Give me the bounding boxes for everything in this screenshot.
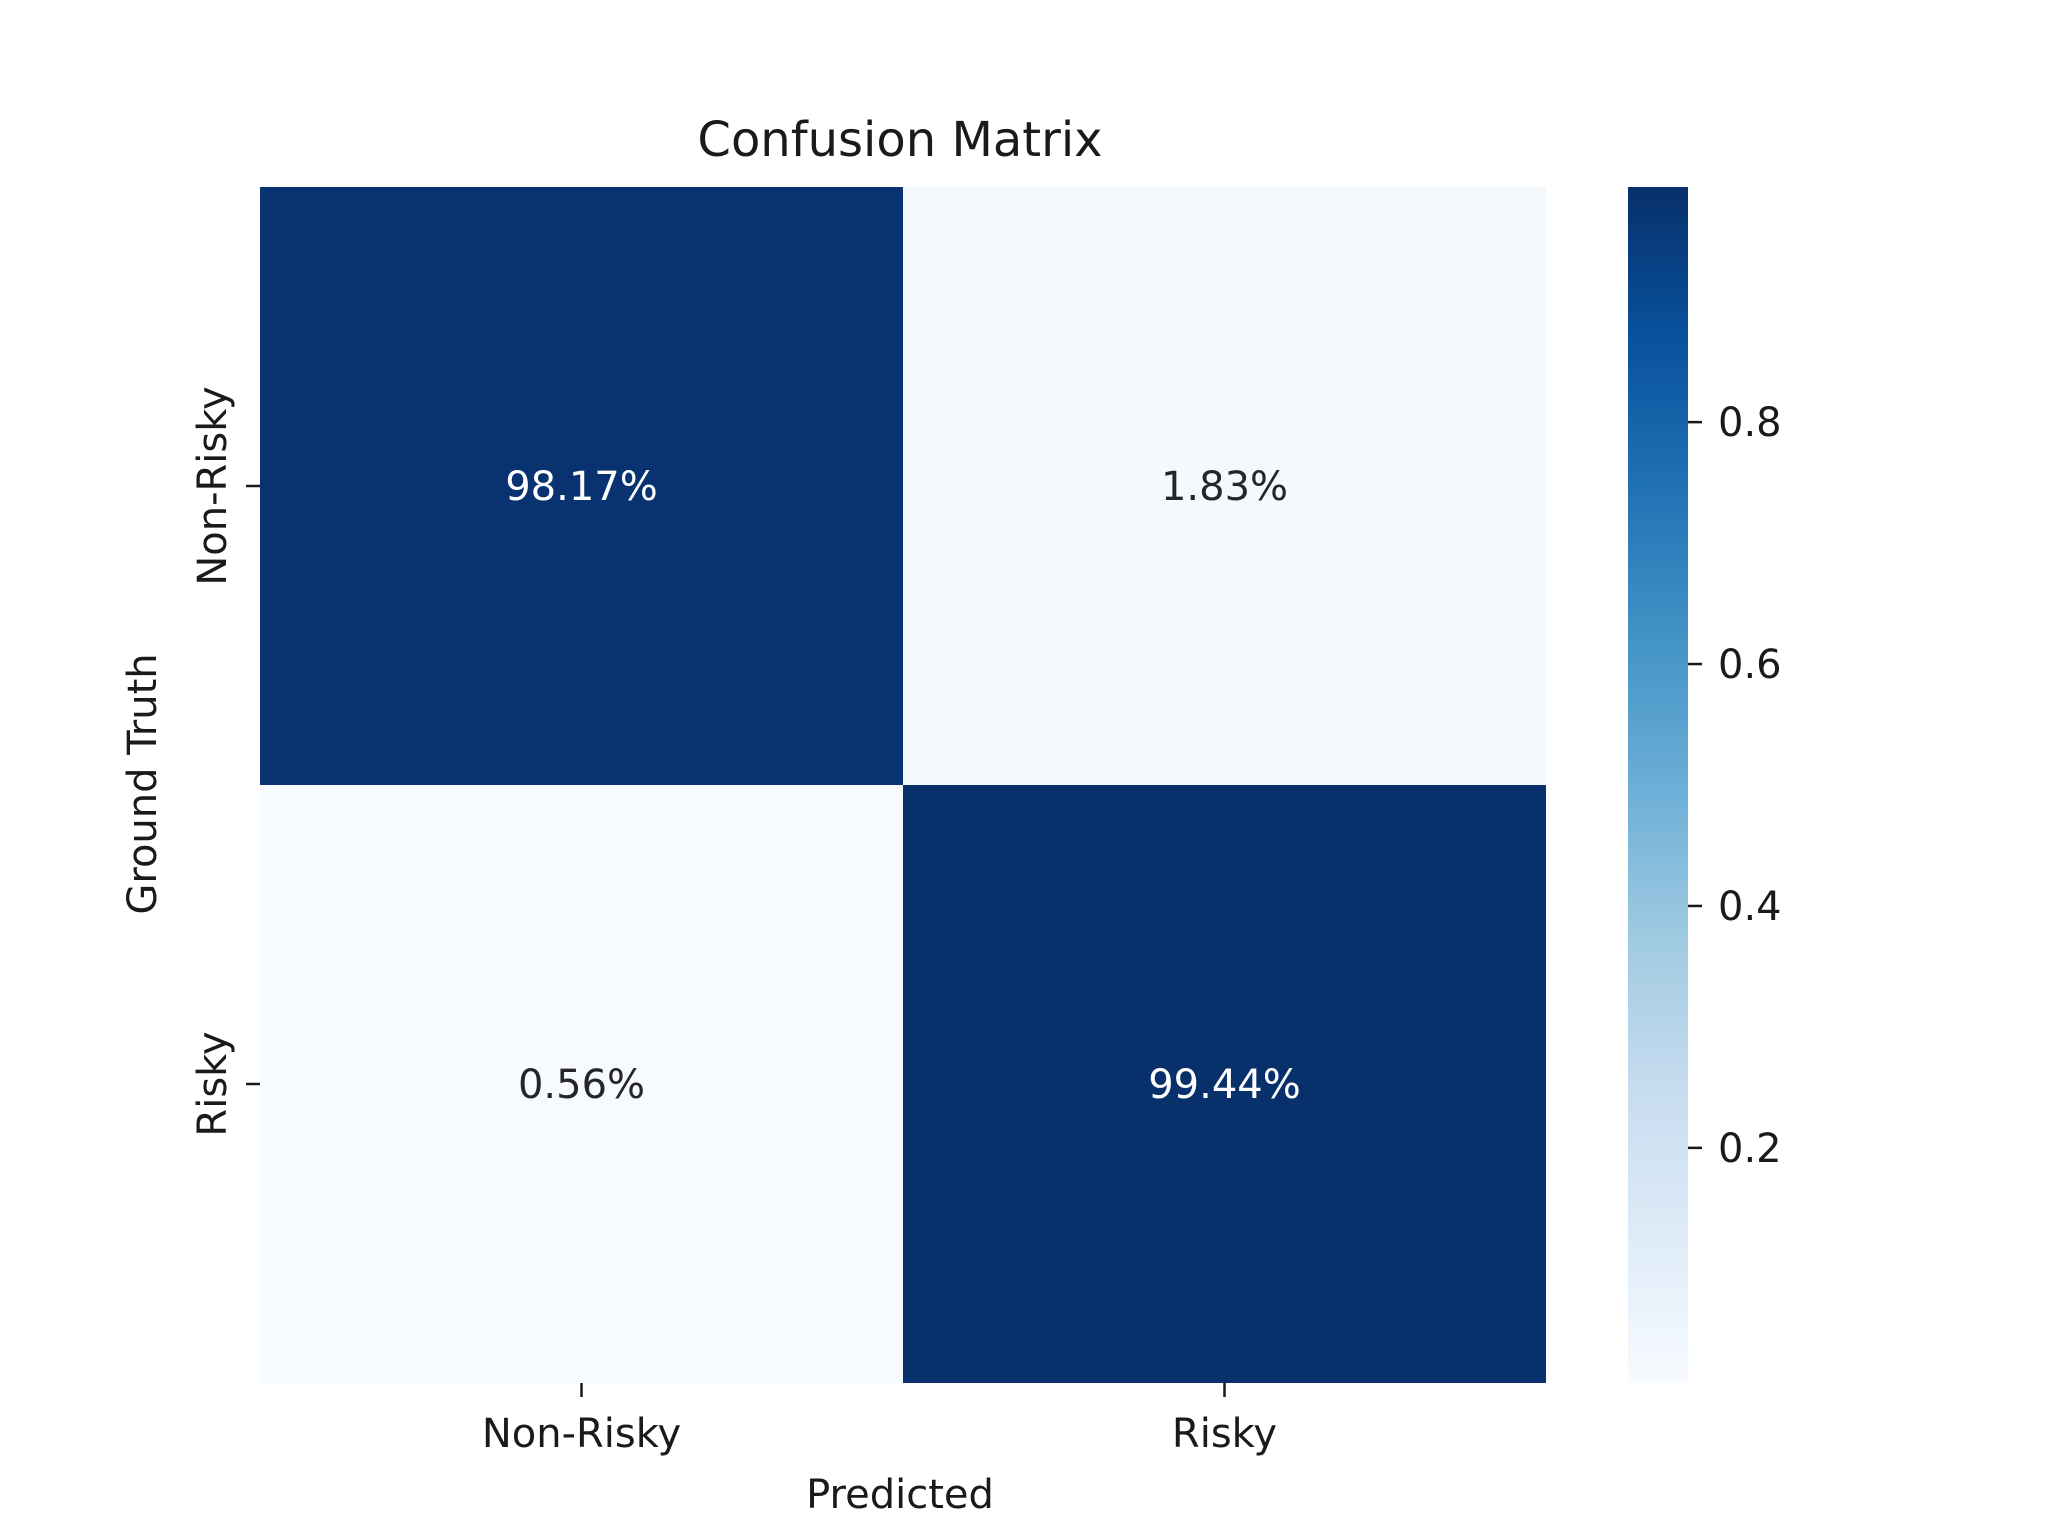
heatmap-cell-r1-c0 [260, 785, 903, 1383]
cell-value-label-r0-c0: 98.17% [505, 464, 658, 510]
colorbar-tick-label: 0.4 [1718, 884, 1782, 930]
y-tick-label: Non-Risky [190, 386, 236, 585]
x-axis-ticks: Non-Risky Risky [482, 1383, 1277, 1457]
colorbar-tick-label: 0.2 [1718, 1126, 1782, 1172]
cell-value-label-r0-c1: 1.83% [1161, 464, 1288, 510]
cell-value-label-r1-c0: 0.56% [518, 1062, 645, 1108]
y-axis-label: Ground Truth [120, 653, 166, 914]
heatmap-cells [260, 187, 1546, 1383]
colorbar-tick-label: 0.8 [1718, 400, 1782, 446]
x-axis-label: Predicted [806, 1472, 994, 1518]
y-tick-label: Risky [190, 1031, 236, 1136]
heatmap-cell-r1-c1 [903, 785, 1546, 1383]
chart-title: Confusion Matrix [697, 112, 1102, 168]
x-tick-label: Non-Risky [482, 1411, 681, 1457]
heatmap-cell-labels: 98.17% 1.83% 0.56% 99.44% [505, 464, 1301, 1108]
cell-value-label-r1-c1: 99.44% [1148, 1062, 1301, 1108]
colorbar-ticks: 0.2 0.4 0.6 0.8 [1688, 400, 1782, 1172]
y-axis-ticks: Non-Risky Risky [190, 386, 260, 1137]
colorbar-tick-label: 0.6 [1718, 642, 1782, 688]
heatmap-cell-r0-c0 [260, 187, 903, 785]
heatmap-cell-r0-c1 [903, 187, 1546, 785]
colorbar [1628, 187, 1688, 1383]
x-tick-label: Risky [1172, 1411, 1277, 1457]
